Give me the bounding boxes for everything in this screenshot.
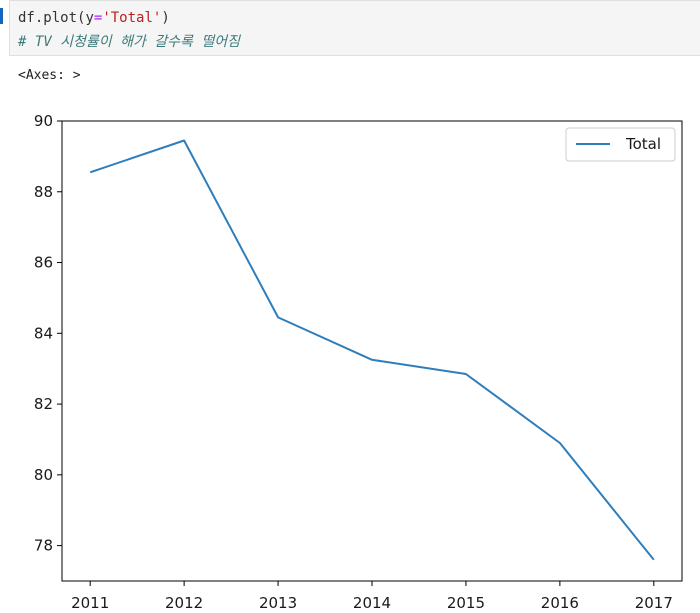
output-repr: <Axes: > <box>18 68 81 83</box>
x-tick-label: 2014 <box>353 594 391 612</box>
code-kwarg: y <box>85 10 94 26</box>
y-tick-label: 84 <box>34 324 53 342</box>
x-tick-label: 2017 <box>635 594 673 612</box>
plot-frame <box>61 120 683 582</box>
legend-label-total: Total <box>625 135 661 153</box>
code-line: df.plot(y='Total') <box>18 10 170 26</box>
y-tick-label: 78 <box>34 537 53 555</box>
code-method: .plot( <box>34 10 86 26</box>
y-tick-label: 80 <box>34 466 53 484</box>
x-tick-label: 2016 <box>541 594 579 612</box>
code-cell-input[interactable]: df.plot(y='Total') # TV 시청률이 해가 갈수록 떨어짐 <box>9 0 700 56</box>
x-tick-label: 2013 <box>259 594 297 612</box>
y-tick-label: 86 <box>34 254 53 272</box>
active-cell-indicator <box>0 8 3 24</box>
x-tick-label: 2011 <box>71 594 109 612</box>
code-object: df <box>18 10 35 26</box>
y-tick-label: 88 <box>34 183 53 201</box>
y-tick-label: 90 <box>34 112 53 130</box>
code-comment: # TV 시청률이 해가 갈수록 떨어짐 <box>18 34 240 50</box>
y-tick-label: 82 <box>34 395 53 413</box>
x-tick-label: 2012 <box>165 594 203 612</box>
x-tick-label: 2015 <box>447 594 485 612</box>
x-axis: 2011 2012 2013 2014 2015 2016 2017 <box>71 581 673 612</box>
code-string: 'Total' <box>102 10 162 26</box>
code-equals: = <box>93 10 103 26</box>
legend-box <box>565 127 676 162</box>
y-axis: 78 80 82 84 86 88 90 <box>34 112 62 555</box>
series-lines <box>89 139 655 561</box>
code-close-paren: ) <box>161 10 170 26</box>
series-line-total <box>89 139 655 561</box>
legend: Total <box>565 127 676 162</box>
